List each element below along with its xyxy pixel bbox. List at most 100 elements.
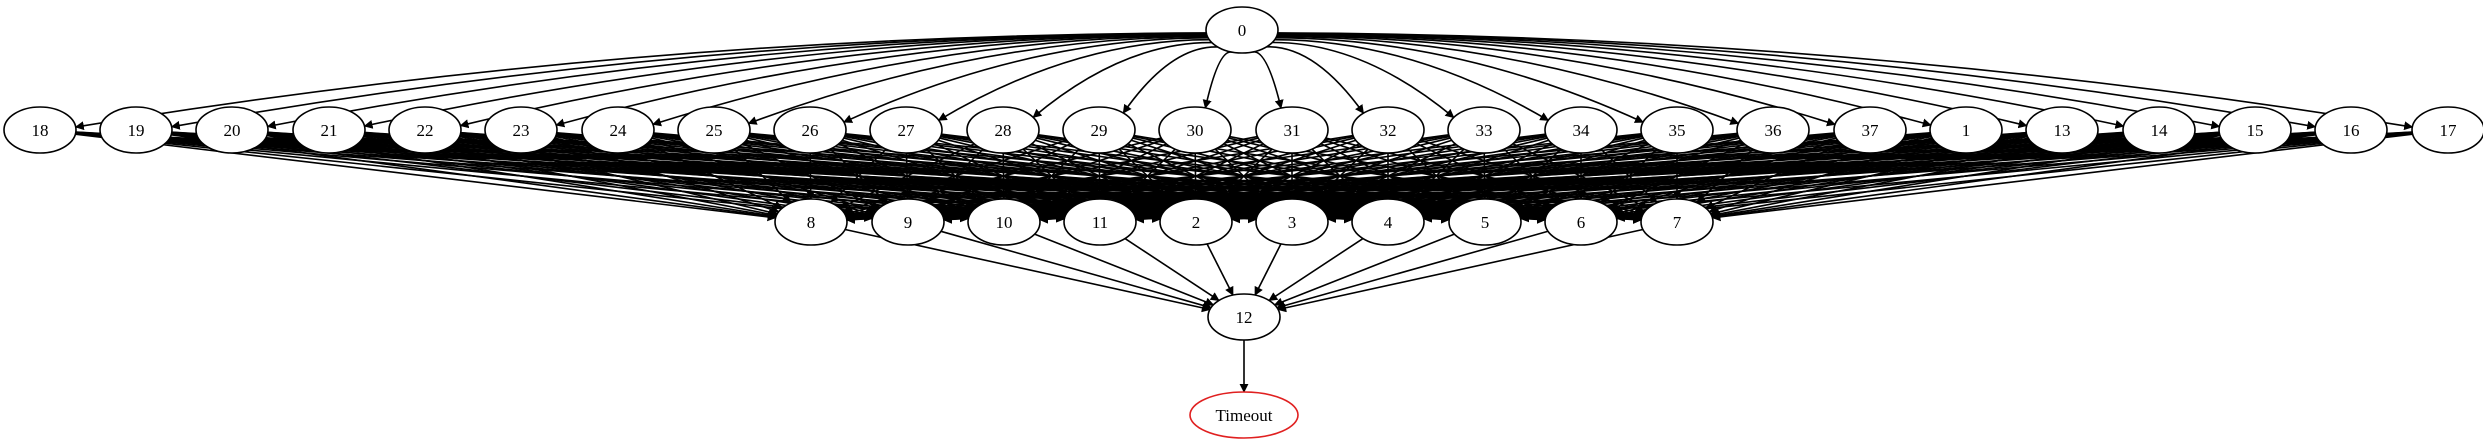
node-ellipse: [2122, 106, 2196, 154]
node-33: 33: [1447, 106, 1521, 154]
node-ellipse: [3, 106, 77, 154]
node-label: 29: [1091, 121, 1108, 140]
node-35: 35: [1640, 106, 1714, 154]
edge-0-to-32: [1266, 46, 1365, 114]
node-27: 27: [869, 106, 943, 154]
node-label: 10: [996, 213, 1013, 232]
node-ellipse: [2314, 106, 2388, 154]
node-ellipse: [1063, 198, 1137, 246]
edge-29-to-8: [842, 139, 1068, 214]
node-label: 8: [807, 213, 816, 232]
edge-0-to-34: [1274, 38, 1550, 122]
edge-34-to-8: [845, 133, 1546, 222]
edge-2-to-12: [1206, 243, 1234, 296]
edge-0-to-13: [1277, 33, 2028, 129]
node-label: 11: [1092, 213, 1108, 232]
node-ellipse: [581, 106, 655, 154]
node-label: 37: [1862, 121, 1880, 140]
edge-17-to-11: [1134, 131, 2413, 224]
node-14: 14: [2122, 106, 2196, 154]
node-34: 34: [1544, 106, 1618, 154]
node-ellipse: [2025, 106, 2099, 154]
node-9: 9: [871, 198, 945, 246]
node-label: 17: [2440, 121, 2458, 140]
edge-6-to-12: [1276, 230, 1549, 310]
edge-0-to-31: [1252, 51, 1284, 109]
node-label: 24: [610, 121, 628, 140]
edge-0-to-17: [1277, 32, 2414, 131]
node-32: 32: [1351, 106, 1425, 154]
edge-0-to-22: [459, 33, 1207, 129]
node-label: 22: [417, 121, 434, 140]
node-label: 18: [32, 121, 49, 140]
node-label: 1: [1962, 121, 1971, 140]
edge-4-to-12: [1268, 237, 1364, 302]
node-ellipse: [1447, 106, 1521, 154]
node-25: 25: [677, 106, 751, 154]
node-ellipse: [1448, 198, 1522, 246]
node-ellipse: [677, 106, 751, 154]
node-label: 4: [1384, 213, 1393, 232]
edge-0-to-35: [1275, 36, 1644, 123]
edge-18-to-8: [75, 133, 777, 222]
edge-0-to-33: [1272, 41, 1455, 119]
edge-5-to-12: [1273, 233, 1455, 307]
node-ellipse: [774, 198, 848, 246]
edge-24-to-8: [646, 143, 783, 209]
edge-17-to-7: [1711, 133, 2413, 222]
node-label: 36: [1765, 121, 1782, 140]
node-label: 34: [1573, 121, 1591, 140]
node-label: 25: [706, 121, 723, 140]
node-ellipse: [869, 106, 943, 154]
node-label: 6: [1577, 213, 1586, 232]
edge-23-to-8: [553, 139, 780, 214]
node-label: 19: [128, 121, 145, 140]
edge-0-to-23: [555, 34, 1207, 128]
node-28: 28: [966, 106, 1040, 154]
node-label: 32: [1380, 121, 1397, 140]
node-17: 17: [2411, 106, 2483, 154]
node-0: 0: [1205, 6, 1279, 54]
edge-32-to-8: [845, 134, 1354, 220]
node-23: 23: [484, 106, 558, 154]
node-label: 33: [1476, 121, 1493, 140]
edge-0-to-30: [1202, 51, 1232, 109]
node-16: 16: [2314, 106, 2388, 154]
node-ellipse: [966, 106, 1040, 154]
node-ellipse: [1159, 198, 1233, 246]
node-label: 9: [904, 213, 913, 232]
edge-0-to-1: [1277, 34, 1932, 128]
edge-27-to-8: [830, 148, 887, 204]
node-ellipse: [1351, 106, 1425, 154]
node-label: 28: [995, 121, 1012, 140]
node-ellipse: [388, 106, 462, 154]
node-ellipse: [1255, 198, 1329, 246]
node-19: 19: [99, 106, 173, 154]
edge-0-to-37: [1276, 34, 1836, 127]
edge-3-to-12: [1254, 243, 1282, 296]
node-ellipse: [1205, 6, 1279, 54]
node-ellipse: [1640, 198, 1714, 246]
node-ellipse: [1351, 198, 1425, 246]
edge-14-to-8: [845, 131, 2124, 224]
node-26: 26: [773, 106, 847, 154]
edge-0-to-28: [1032, 41, 1212, 119]
node-label: 30: [1187, 121, 1204, 140]
edge-17-to-2: [1230, 131, 2413, 224]
node-ellipse: [967, 198, 1041, 246]
node-label: 3: [1288, 213, 1297, 232]
node-ellipse: [292, 106, 366, 154]
node-11: 11: [1063, 198, 1137, 246]
edge-10-to-12: [1034, 233, 1215, 307]
node-label: 15: [2247, 121, 2264, 140]
node-3: 3: [1255, 198, 1329, 246]
node-ellipse: [2218, 106, 2292, 154]
edge-0-to-26: [843, 37, 1209, 123]
edge-0-to-20: [266, 32, 1207, 130]
node-ellipse: [1255, 106, 1329, 154]
edge-layer: [74, 32, 2414, 393]
node-ellipse: [99, 106, 173, 154]
node-label: 12: [1236, 308, 1253, 327]
edge-20-to-8: [266, 134, 777, 220]
node-15: 15: [2218, 106, 2292, 154]
